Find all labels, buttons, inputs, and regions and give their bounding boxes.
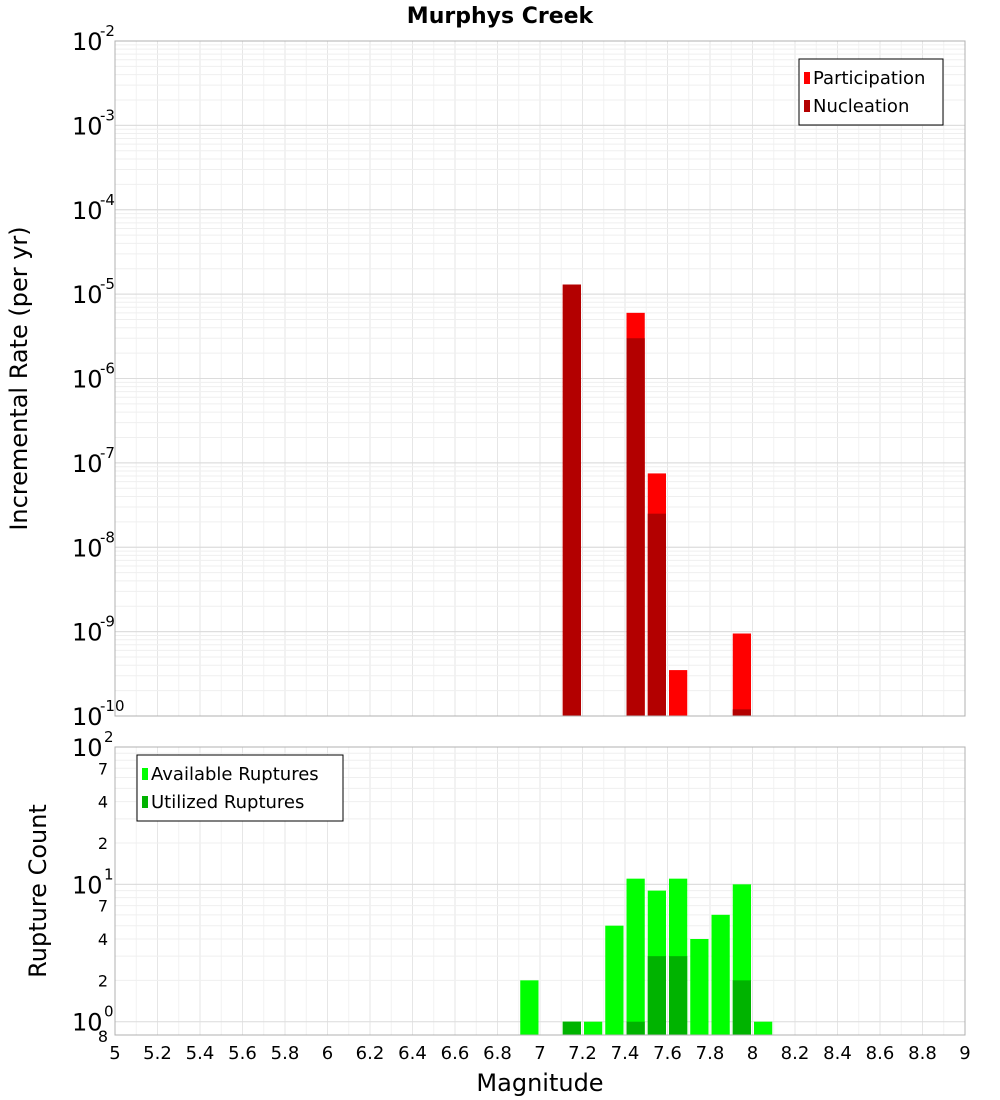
bar <box>732 709 751 716</box>
x-tick-label: 8.8 <box>908 1043 937 1064</box>
bottom-plot-frame <box>114 746 966 1036</box>
y-tick-label: 10 <box>72 734 103 762</box>
legend-box <box>136 754 344 822</box>
y-minor-tick-label: 7 <box>98 897 108 916</box>
x-tick-label: 5.2 <box>143 1043 172 1064</box>
legend-swatch <box>142 796 148 808</box>
x-tick-label: 5.6 <box>228 1043 257 1064</box>
bar <box>647 956 666 1035</box>
x-tick-label: 8.2 <box>781 1043 810 1064</box>
bar <box>647 513 666 716</box>
top-plot-bars <box>562 284 751 716</box>
x-axis-ticks: 5 5.2 5.4 5.6 5.8 6 6.2 6.4 6.6 6.8 7 7.2 7.4 7.6 7.8 8… <box>109 1043 970 1064</box>
y-tick-label: 10 <box>72 28 103 56</box>
y-tick-exponent: 0 <box>104 1003 114 1021</box>
bar <box>669 956 688 1035</box>
x-tick-label: 8 <box>747 1043 758 1064</box>
y-tick-exponent: -4 <box>100 191 115 209</box>
bar <box>732 633 751 716</box>
bar <box>690 939 709 1035</box>
x-tick-label: 8.6 <box>866 1043 895 1064</box>
legend-label: Nucleation <box>813 96 909 117</box>
y-tick-exponent: -10 <box>100 697 125 715</box>
y-tick-exponent: -5 <box>100 275 115 293</box>
y-min-tick-label: 8 <box>98 1027 108 1046</box>
y-tick-exponent: -3 <box>100 106 115 124</box>
y-minor-tick-label: 4 <box>98 930 108 949</box>
y-tick-label: 10 <box>72 619 103 647</box>
y-tick-exponent: -6 <box>100 360 115 378</box>
bar <box>754 1021 773 1035</box>
y-tick-exponent: -2 <box>100 22 115 40</box>
legend-label: Available Ruptures <box>151 764 319 785</box>
x-tick-label: 9 <box>959 1043 970 1064</box>
y-tick-exponent: -7 <box>100 444 115 462</box>
x-tick-label: 6.4 <box>398 1043 427 1064</box>
bar <box>562 1021 581 1035</box>
bar <box>669 670 688 716</box>
legend-swatch <box>804 100 810 112</box>
y-minor-tick-label: 4 <box>98 793 108 812</box>
bar <box>520 980 539 1035</box>
bar <box>711 914 730 1035</box>
bar <box>605 925 624 1035</box>
top-plot-frame <box>114 40 966 717</box>
y-minor-tick-label: 7 <box>98 759 108 778</box>
y-tick-label: 10 <box>72 871 103 899</box>
x-tick-label: 6 <box>322 1043 333 1064</box>
y-tick-label: 10 <box>72 703 103 731</box>
bar <box>732 980 751 1035</box>
x-tick-label: 7 <box>534 1043 545 1064</box>
x-tick-label: 6.2 <box>356 1043 385 1064</box>
x-tick-label: 5 <box>109 1043 120 1064</box>
x-tick-label: 7.2 <box>568 1043 597 1064</box>
top-plot-y-ticks: 10-210-310-410-510-610-710-810-910-10 <box>72 22 125 731</box>
y-tick-label: 10 <box>72 197 103 225</box>
y-tick-exponent: -9 <box>100 613 115 631</box>
y-tick-label: 10 <box>72 1009 103 1037</box>
y-tick-label: 10 <box>72 534 103 562</box>
bar <box>584 1021 603 1035</box>
top-y-axis-label: Incremental Rate (per yr) <box>5 226 33 530</box>
bar <box>626 878 645 1035</box>
x-tick-label: 6.8 <box>483 1043 512 1064</box>
bottom-y-axis-label: Rupture Count <box>24 804 52 978</box>
y-tick-label: 10 <box>72 450 103 478</box>
bottom-legend: Available Ruptures Utilized Ruptures <box>136 754 344 822</box>
chart-title: Murphys Creek <box>407 4 595 29</box>
bar <box>626 338 645 716</box>
y-minor-tick-label: 2 <box>98 834 108 853</box>
x-tick-label: 8.4 <box>823 1043 852 1064</box>
x-tick-label: 5.8 <box>271 1043 300 1064</box>
x-tick-label: 7.6 <box>653 1043 682 1064</box>
x-tick-label: 7.8 <box>696 1043 725 1064</box>
x-axis-label: Magnitude <box>476 1069 603 1097</box>
legend-label: Utilized Ruptures <box>151 792 304 813</box>
top-plot-grid <box>114 40 966 717</box>
y-minor-tick-label: 2 <box>98 971 108 990</box>
y-tick-exponent: 2 <box>104 728 114 746</box>
legend-swatch <box>142 768 148 780</box>
top-legend: Participation Nucleation <box>798 58 944 126</box>
x-tick-label: 6.6 <box>441 1043 470 1064</box>
legend-box <box>798 58 944 126</box>
bottom-plot-bars <box>520 878 773 1035</box>
bar <box>626 1021 645 1035</box>
legend-swatch <box>804 72 810 84</box>
y-tick-label: 10 <box>72 281 103 309</box>
bar <box>562 284 581 716</box>
x-tick-label: 7.4 <box>611 1043 640 1064</box>
y-tick-exponent: 1 <box>104 865 114 883</box>
x-tick-label: 5.4 <box>186 1043 215 1064</box>
y-tick-label: 10 <box>72 366 103 394</box>
y-tick-exponent: -8 <box>100 528 115 546</box>
y-tick-label: 10 <box>72 112 103 140</box>
legend-label: Participation <box>813 68 925 89</box>
